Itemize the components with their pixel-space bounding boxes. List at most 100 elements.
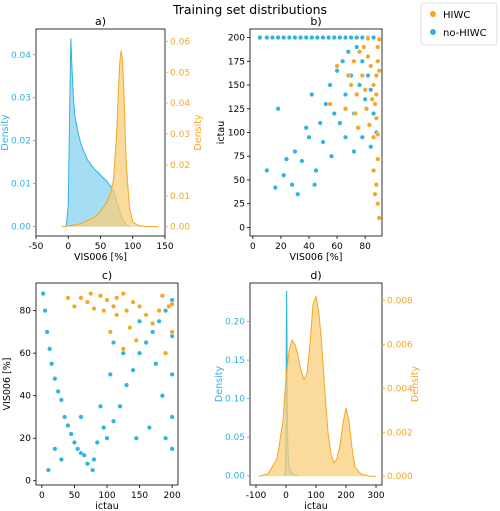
scatter-point-hiwc <box>342 106 348 112</box>
legend-frame <box>420 2 498 46</box>
scatter-point-no-hiwc <box>84 461 90 467</box>
scatter-point-no-hiwc <box>65 422 71 428</box>
legend: HIWC no-HIWC <box>420 2 498 46</box>
left-y-tick-label: 0.01 <box>11 180 31 190</box>
left-y-tick-label: 0.00 <box>225 472 245 482</box>
scatter-point-no-hiwc <box>359 35 365 41</box>
x-tick-label: 50 <box>95 242 107 252</box>
scatter-point-no-hiwc <box>124 382 130 388</box>
scatter-point-no-hiwc <box>357 82 363 88</box>
scatter-point-no-hiwc <box>58 456 64 462</box>
scatter-point-no-hiwc <box>309 35 315 41</box>
scatter-point-no-hiwc <box>143 340 149 346</box>
scatter-point-no-hiwc <box>169 333 175 339</box>
scatter-point-hiwc <box>97 293 103 299</box>
scatter-point-no-hiwc <box>359 58 365 64</box>
scatter-point-no-hiwc <box>295 191 301 197</box>
scatter-point-no-hiwc <box>58 397 64 403</box>
left-y-axis-label: Density <box>0 114 11 150</box>
scatter-point-no-hiwc <box>327 82 333 88</box>
x-tick-label: 0 <box>65 242 71 252</box>
scatter-point-no-hiwc <box>117 403 123 409</box>
right-y-tick-label: 0.00 <box>170 223 190 233</box>
panel-3: d) ictau -100 0 100 200 300 0.00 0.05 0.10 0.15 0.2… <box>214 269 421 511</box>
scatter-point-no-hiwc <box>47 346 53 352</box>
left-y-tick-label: 0 <box>25 477 31 487</box>
right-y-tick-label: 0.01 <box>170 192 190 202</box>
right-y-tick-label: 0.03 <box>170 130 190 140</box>
density-line-hiwc <box>258 296 376 477</box>
scatter-point-hiwc <box>355 125 361 131</box>
scatter-point-no-hiwc <box>365 73 371 79</box>
scatter-point-hiwc <box>369 96 375 102</box>
left-y-tick-label: 0.04 <box>11 51 31 61</box>
scatter-point-hiwc <box>371 167 377 173</box>
scatter-point-hiwc <box>334 63 340 69</box>
scatter-point-no-hiwc <box>101 425 107 431</box>
scatter-point-hiwc <box>130 299 136 305</box>
left-y-tick-label: 20 <box>20 434 32 444</box>
scatter-point-hiwc <box>143 312 149 318</box>
scatter-point-no-hiwc <box>292 148 298 154</box>
scatter-point-no-hiwc <box>309 92 315 98</box>
scatter-point-no-hiwc <box>163 435 169 441</box>
scatter-point-hiwc <box>71 303 77 309</box>
scatter-point-no-hiwc <box>371 35 377 41</box>
scatter-point-no-hiwc <box>371 111 377 117</box>
x-tick-label: 50 <box>69 491 81 501</box>
scatter-point-hiwc <box>372 191 378 197</box>
scatter-point-hiwc <box>137 303 143 309</box>
scatter-point-no-hiwc <box>303 125 309 131</box>
scatter-point-no-hiwc <box>306 134 312 140</box>
scatter-point-hiwc <box>78 295 84 301</box>
scatter-point-hiwc <box>163 350 169 356</box>
scatter-point-no-hiwc <box>111 418 117 424</box>
scatter-point-no-hiwc <box>90 467 96 473</box>
scatter-point-hiwc <box>84 299 90 305</box>
scatter-point-no-hiwc <box>303 35 309 41</box>
scatter-point-no-hiwc <box>169 297 175 303</box>
scatter-point-hiwc <box>375 44 381 50</box>
left-y-tick-label: 175 <box>228 57 245 67</box>
scatter-point-hiwc <box>159 293 165 299</box>
scatter-point-hiwc <box>373 182 379 188</box>
scatter-point-no-hiwc <box>298 35 304 41</box>
left-y-tick-label: 0.03 <box>11 94 31 104</box>
right-y-axis-label: Density <box>193 114 204 150</box>
panel-title: c) <box>102 269 112 282</box>
scatter-point-hiwc <box>376 68 382 74</box>
scatter-point-hiwc <box>88 291 94 297</box>
scatter-point-hiwc <box>169 301 175 307</box>
right-y-axis-label: Density <box>410 366 421 402</box>
right-y-tick-label: 0.06 <box>170 37 190 47</box>
scatter-point-no-hiwc <box>334 68 340 74</box>
scatter-point-no-hiwc <box>78 414 84 420</box>
scatter-point-no-hiwc <box>137 350 143 356</box>
scatter-point-no-hiwc <box>45 467 51 473</box>
scatter-point-no-hiwc <box>146 425 152 431</box>
scatter-point-no-hiwc <box>328 153 334 159</box>
scatter-point-no-hiwc <box>150 329 156 335</box>
x-tick-label: 200 <box>164 491 181 501</box>
scatter-point-no-hiwc <box>104 435 110 441</box>
left-y-tick-label: 0.10 <box>225 395 245 405</box>
x-tick-label: 80 <box>359 242 371 252</box>
x-tick-label: 0 <box>39 491 45 501</box>
scatter-point-no-hiwc <box>97 403 103 409</box>
right-y-tick-label: 0.008 <box>387 297 413 307</box>
left-y-axis-label: Density <box>214 366 225 402</box>
x-tick-label: 20 <box>275 242 287 252</box>
scatter-point-hiwc <box>366 122 372 128</box>
scatter-point-no-hiwc <box>68 431 74 437</box>
scatter-point-hiwc <box>376 36 382 42</box>
right-y-tick-label: 0.000 <box>387 472 413 482</box>
scatter-point-no-hiwc <box>337 35 343 41</box>
panel-title: d) <box>310 269 321 282</box>
scatter-point-no-hiwc <box>130 367 136 373</box>
scatter-point-no-hiwc <box>52 446 58 452</box>
scatter-point-no-hiwc <box>55 388 61 394</box>
scatter-point-no-hiwc <box>75 446 81 452</box>
scatter-point-no-hiwc <box>337 120 343 126</box>
scatter-point-no-hiwc <box>169 414 175 420</box>
scatter-point-no-hiwc <box>281 35 287 41</box>
